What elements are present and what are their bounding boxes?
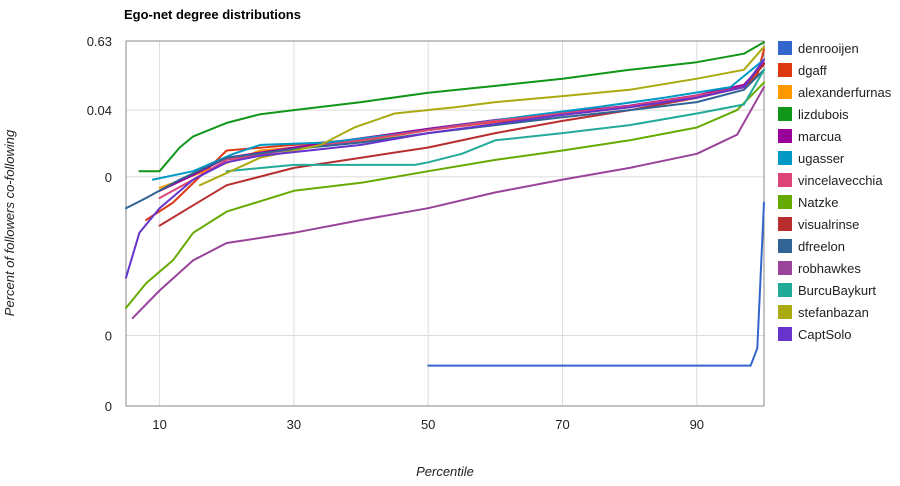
series-line-natzke — [125, 81, 765, 309]
y-tick-label: 0 — [105, 399, 112, 414]
x-axis-label: Percentile — [416, 464, 474, 479]
legend-label: visualrinse — [798, 217, 859, 232]
legend-swatch — [778, 173, 792, 187]
legend-swatch — [778, 217, 792, 231]
x-tick-label: 50 — [421, 417, 435, 432]
x-tick-label: 70 — [555, 417, 569, 432]
y-tick-labels: 0 0 0 0.04 0.63 — [87, 34, 112, 414]
legend-label: robhawkes — [798, 261, 861, 276]
legend-swatch — [778, 195, 792, 209]
series-line-robhawkes — [131, 86, 765, 320]
legend-label: lizdubois — [798, 107, 849, 122]
legend-swatch — [778, 129, 792, 143]
series-line-burcubaykurt — [225, 68, 765, 173]
x-tick-label: 90 — [690, 417, 704, 432]
legend-label: ugasser — [798, 151, 845, 166]
x-tick-label: 10 — [152, 417, 166, 432]
legend-label: marcua — [798, 129, 842, 144]
legend-swatch — [778, 305, 792, 319]
series-line-captsolo — [125, 58, 765, 279]
series-line-denrooijen — [427, 201, 765, 367]
y-tick-label: 0 — [105, 329, 112, 344]
legend-label: CaptSolo — [798, 327, 851, 342]
legend-label: BurcuBaykurt — [798, 283, 876, 298]
legend-swatch — [778, 41, 792, 55]
legend-label: alexanderfurnas — [798, 85, 892, 100]
y-tick-label: 0 — [105, 170, 112, 185]
x-tick-label: 30 — [287, 417, 301, 432]
y-tick-label: 0.04 — [87, 103, 112, 118]
y-tick-label: 0.63 — [87, 34, 112, 49]
series-line-lizdubois — [138, 41, 765, 173]
plot-area — [126, 41, 764, 406]
legend-swatch — [778, 63, 792, 77]
chart-title: Ego-net degree distributions — [124, 7, 301, 22]
legend-label: dgaff — [798, 63, 827, 78]
legend-label: dfreelon — [798, 239, 845, 254]
series-lines — [125, 41, 765, 367]
series-line-stefanbazan — [198, 45, 765, 187]
legend: denrooijen dgaff alexanderfurnas lizdubois m… — [778, 41, 892, 342]
legend-label: Natzke — [798, 195, 838, 210]
legend-label: vincelavecchia — [798, 173, 883, 188]
legend-swatch — [778, 239, 792, 253]
legend-swatch — [778, 327, 792, 341]
legend-swatch — [778, 151, 792, 165]
legend-swatch — [778, 85, 792, 99]
y-axis-label: Percent of followers co-following — [2, 129, 17, 316]
series-line-vincelavecchia — [158, 58, 765, 199]
x-tick-labels: 10 30 50 70 90 — [152, 417, 704, 432]
legend-swatch — [778, 261, 792, 275]
legend-label: stefanbazan — [798, 305, 869, 320]
legend-swatch — [778, 107, 792, 121]
legend-swatch — [778, 283, 792, 297]
legend-label: denrooijen — [798, 41, 859, 56]
